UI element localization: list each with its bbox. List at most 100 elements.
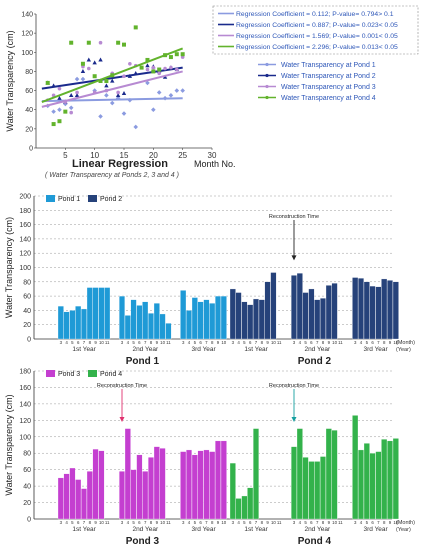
data-point [145,57,150,62]
month-tick-label: 9 [328,520,331,525]
bar [220,295,227,340]
data-point [121,111,127,116]
data-point [109,100,115,106]
y-tick-label: 140 [19,401,31,408]
data-point [75,90,79,95]
month-tick-label: 6 [310,520,313,525]
month-tick-label: 3 [60,520,63,525]
x-tick-label: 5 [63,151,68,160]
legend-label: Pond 1 [58,196,80,203]
data-point [145,63,150,68]
y-tick-label: 60 [25,88,33,95]
legend-swatch [46,195,55,202]
bar [320,298,326,340]
data-point [151,69,156,74]
month-tick-label: 10 [393,340,398,345]
bar [291,275,297,340]
data-point [86,57,91,62]
series-legend-label: Water Transparency at Pond 4 [281,95,376,102]
bar [92,448,99,520]
data-point [98,79,103,83]
data-point [63,109,68,114]
month-tick-label: 5 [304,340,307,345]
data-point [175,67,179,72]
bar [375,451,382,520]
data-point [104,79,109,83]
y-tick-label: 20 [23,322,31,329]
regression-legend-box [212,5,419,55]
data-point [98,114,103,119]
data-point [169,65,173,70]
month-tick-label: 8 [150,340,153,345]
month-tick-label: 5 [304,520,307,525]
month-tick-label: 9 [156,340,159,345]
year-label: 2nd Year [132,526,159,533]
x-axis-title: Linear Regression [72,158,168,170]
regression-coefficient-label: Regression Coefficient = 0.887; P-value=… [236,22,398,29]
month-tick-label: 5 [132,520,135,525]
bar [153,446,160,520]
data-point [145,80,150,86]
regression-coefficient-label: Regression Coefficient = 0.112; P-value=… [236,11,394,18]
bar [291,446,297,520]
series-legend-marker [265,84,269,89]
data-point [69,40,74,45]
bar [258,299,265,340]
data-point [156,90,162,95]
data-point [133,25,138,30]
month-tick-label: 4 [299,340,302,345]
bar [203,449,210,520]
month-tick-label: 7 [144,340,147,345]
data-point [86,40,91,45]
y-tick-label: 100 [19,265,31,272]
bar [124,315,131,340]
x-axis-unit: (Month) [396,340,415,346]
bar [375,286,382,340]
y-tick-label: 60 [23,467,31,474]
y-axis-title: Water Transparency (cm) [5,30,15,131]
month-tick-label: 4 [360,520,363,525]
month-tick-label: 10 [221,520,226,525]
month-tick-label: 8 [89,520,92,525]
regression-coefficient-label: Regression Coefficient = 1.569; P-value=… [236,33,398,40]
y-tick-label: 40 [23,484,31,491]
bar [130,469,137,520]
bar [142,301,149,340]
month-tick-label: 4 [188,340,191,345]
x-tick-label: 30 [208,151,217,160]
pond-name-label: Pond 4 [298,536,332,547]
bar [119,295,125,340]
y-tick-label: 0 [27,337,31,344]
data-point [174,52,179,57]
bar [220,440,227,520]
month-tick-label: 5 [71,520,74,525]
month-tick-label: 4 [237,520,240,525]
bar [270,272,277,340]
month-tick-label: 4 [188,520,191,525]
year-label: 3rd Year [191,346,216,353]
x-axis-unit: Month No. [194,159,236,169]
month-tick-label: 3 [293,340,296,345]
bar [392,281,399,340]
data-point [157,71,161,76]
month-tick-label: 11 [166,340,171,345]
bar [165,323,172,340]
month-tick-label: 11 [277,340,282,345]
month-tick-label: 10 [221,340,226,345]
bar [86,287,93,340]
year-label: 1st Year [72,346,96,353]
month-tick-label: 8 [322,340,325,345]
data-point [180,88,185,93]
reconstruction-label: Reconstruction Time [269,383,319,389]
month-tick-label: 3 [182,520,185,525]
month-tick-label: 10 [160,520,165,525]
month-tick-label: 6 [199,340,202,345]
year-label: 2nd Year [132,346,159,353]
bar [296,273,303,340]
y-tick-label: 40 [23,308,31,315]
bar [75,305,82,340]
year-label: 1st Year [72,526,96,533]
bar [358,449,364,520]
month-tick-label: 7 [144,520,147,525]
bar [302,457,309,520]
